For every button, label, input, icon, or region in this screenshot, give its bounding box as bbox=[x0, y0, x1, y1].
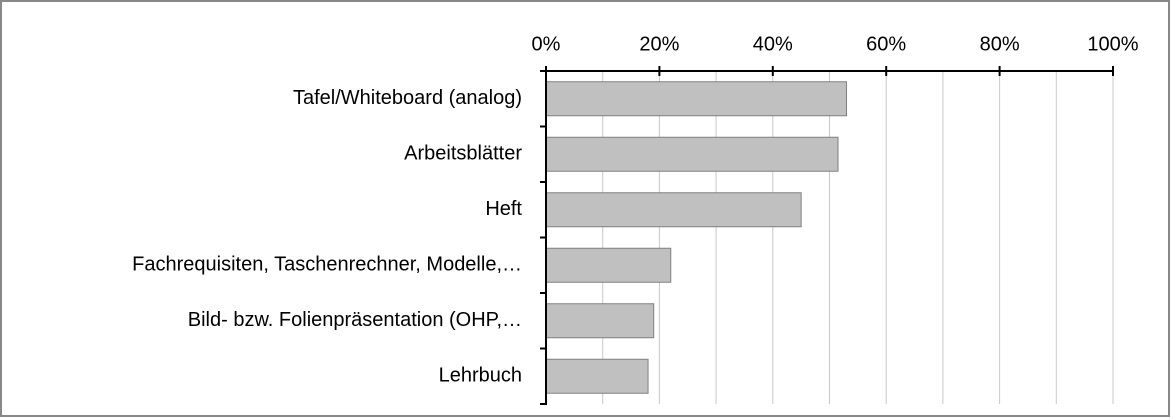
x-tick-label: 40% bbox=[753, 33, 793, 55]
x-tick-label: 60% bbox=[866, 33, 906, 55]
y-tick-label: Arbeitsblätter bbox=[404, 143, 522, 165]
bar bbox=[545, 247, 672, 283]
y-tick-label: Bild- bzw. Folienpräsentation (OHP,… bbox=[188, 309, 522, 331]
bar bbox=[545, 136, 839, 172]
bar bbox=[545, 192, 802, 228]
x-tick-label: 0% bbox=[532, 33, 561, 55]
x-tick-label: 80% bbox=[980, 33, 1020, 55]
x-tick-label: 100% bbox=[1087, 33, 1138, 55]
y-tick-label: Fachrequisiten, Taschenrechner, Modelle,… bbox=[132, 254, 522, 276]
bar bbox=[545, 81, 848, 117]
y-tick-label: Heft bbox=[485, 198, 522, 220]
bar bbox=[545, 358, 649, 394]
y-tick-label: Lehrbuch bbox=[439, 365, 522, 387]
bar bbox=[545, 303, 655, 339]
x-tick-label: 20% bbox=[639, 33, 679, 55]
y-tick-label: Tafel/Whiteboard (analog) bbox=[293, 87, 522, 109]
